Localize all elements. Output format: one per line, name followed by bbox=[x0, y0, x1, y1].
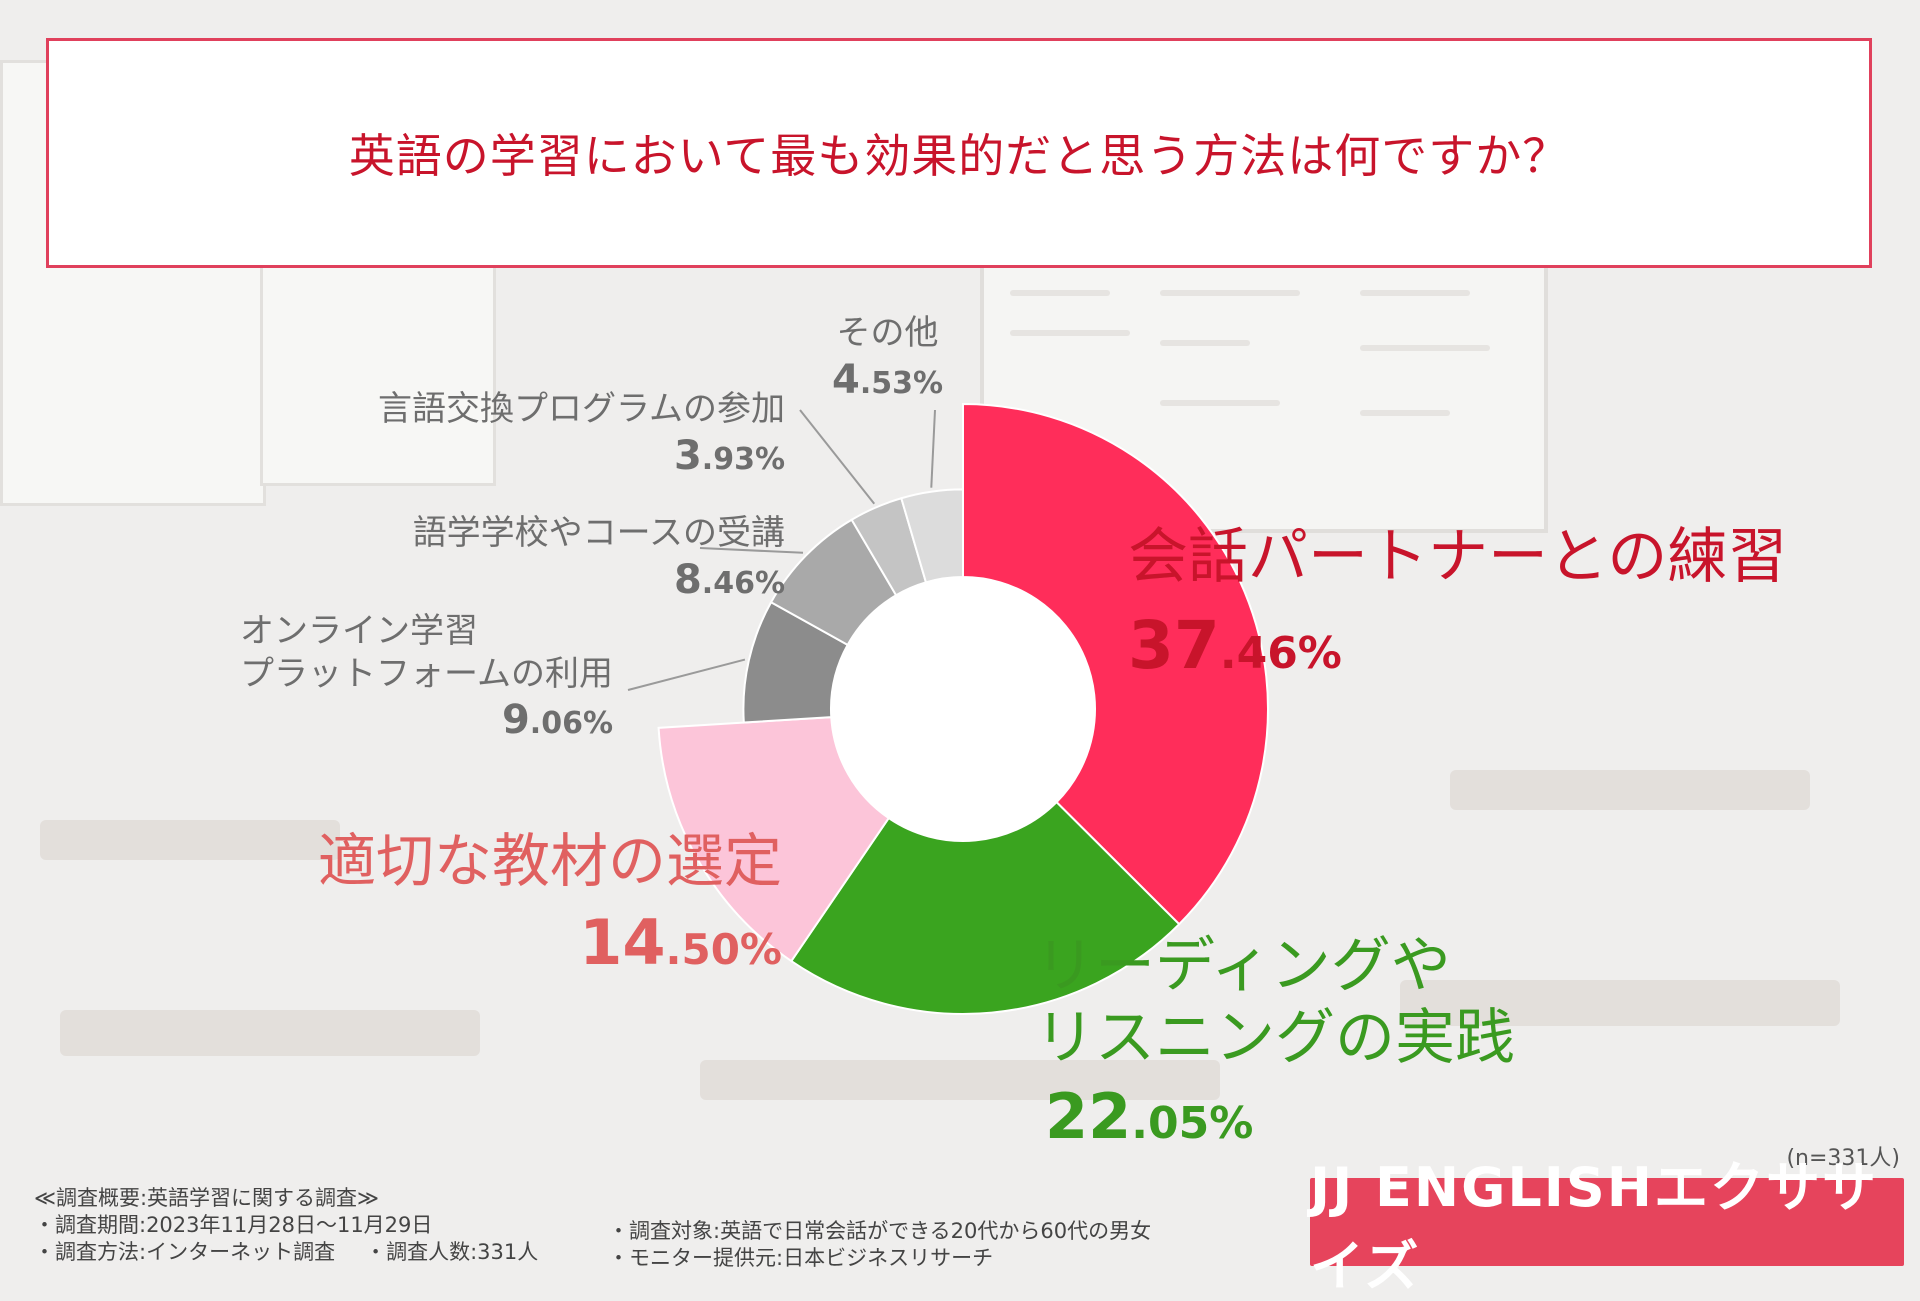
slice-percent-int: 14 bbox=[579, 905, 666, 979]
donut-hole bbox=[831, 577, 1095, 841]
desk bbox=[700, 1060, 1220, 1100]
slice-percent-dec: .05% bbox=[1131, 1098, 1254, 1149]
board-scribble bbox=[1360, 410, 1450, 416]
slice-percent-dec: .50% bbox=[665, 924, 783, 974]
slice-label-line2: プラットフォームの利用 bbox=[240, 653, 613, 694]
slice-percent: 8.46% bbox=[413, 555, 785, 605]
survey-notes-right: ・調査対象:英語で日常会話ができる20代から60代の男女 ・モニター提供元:日本… bbox=[608, 1218, 1151, 1272]
slice-percent: 9.06% bbox=[240, 695, 613, 745]
label-conversation-partner: 会話パートナーとの練習 37.46% bbox=[1128, 520, 1787, 688]
label-other: その他 4.53% bbox=[832, 312, 943, 405]
slice-percent: 14.50% bbox=[318, 904, 782, 982]
label-reading-listening: リーディングや リスニングの実践 22.05% bbox=[1035, 930, 1515, 1154]
slice-percent-dec: .06% bbox=[529, 706, 613, 741]
label-online-platform: オンライン学習 プラットフォームの利用 9.06% bbox=[240, 610, 613, 745]
slice-percent: 37.46% bbox=[1128, 605, 1787, 688]
slice-label-line2: リスニングの実践 bbox=[1035, 1003, 1515, 1073]
question-title: 英語の学習において最も効果的だと思う方法は何ですか？ bbox=[348, 129, 1570, 183]
label-materials: 適切な教材の選定 14.50% bbox=[318, 825, 782, 981]
desk bbox=[1450, 770, 1810, 810]
desk bbox=[40, 820, 340, 860]
board-scribble bbox=[1160, 290, 1300, 296]
slice-label: その他 bbox=[836, 313, 939, 353]
survey-notes: ≪調査概要:英語学習に関する調査≫ ・調査期間:2023年11月28日〜11月2… bbox=[34, 1185, 538, 1266]
slice-percent-dec: .93% bbox=[701, 441, 785, 477]
brand-logo: JJ ENGLISHエクササイズ bbox=[1310, 1156, 1904, 1298]
board-scribble bbox=[1160, 400, 1280, 406]
board-scribble bbox=[1010, 330, 1130, 336]
slice-percent-dec: .46% bbox=[701, 565, 785, 601]
survey-method: ・調査方法:インターネット調査 bbox=[34, 1239, 336, 1264]
slice-percent: 3.93% bbox=[378, 431, 785, 481]
question-title-box: 英語の学習において最も効果的だと思う方法は何ですか？ bbox=[46, 38, 1872, 268]
slice-percent: 22.05% bbox=[1045, 1080, 1515, 1154]
board-scribble bbox=[1160, 340, 1250, 346]
slice-label: 会話パートナーとの練習 bbox=[1128, 522, 1788, 592]
leader-line-6 bbox=[930, 409, 936, 488]
survey-target: ・調査対象:英語で日常会話ができる20代から60代の男女 bbox=[608, 1219, 1152, 1243]
leader-line-3 bbox=[627, 658, 746, 691]
leader-line-5 bbox=[799, 409, 876, 505]
label-language-school: 語学学校やコースの受講 8.46% bbox=[413, 512, 785, 605]
slice-label-line1: リーディングや bbox=[1035, 931, 1451, 1001]
brand-logo-text: JJ ENGLISHエクササイズ bbox=[1310, 1156, 1878, 1298]
slice-percent-dec: .46% bbox=[1219, 628, 1342, 679]
survey-method-row: ・調査方法:インターネット調査 ・調査人数:331人 bbox=[34, 1239, 538, 1266]
survey-period: ・調査期間:2023年11月28日〜11月29日 bbox=[34, 1212, 433, 1237]
slice-label: 言語交換プログラムの参加 bbox=[378, 389, 785, 429]
slice-label-line1: オンライン学習 bbox=[240, 611, 479, 651]
board-scribble bbox=[1360, 345, 1490, 351]
board-scribble bbox=[1010, 290, 1110, 296]
sample-size: (n=331人) bbox=[1786, 1146, 1900, 1171]
slice-percent-int: 22 bbox=[1045, 1080, 1132, 1153]
slice-percent-int: 3 bbox=[673, 432, 702, 479]
slice-percent-dec: .53% bbox=[859, 365, 944, 401]
desk bbox=[1400, 980, 1840, 1026]
slice-percent-int: 8 bbox=[673, 556, 702, 603]
slice-percent-int: 9 bbox=[501, 697, 530, 743]
survey-count: ・調査人数:331人 bbox=[365, 1239, 539, 1264]
label-language-exchange: 言語交換プログラムの参加 3.93% bbox=[378, 388, 785, 481]
leader-line-4 bbox=[699, 547, 804, 554]
desk bbox=[60, 1010, 480, 1056]
slice-percent: 4.53% bbox=[832, 355, 943, 405]
slice-percent-int: 4 bbox=[832, 356, 860, 403]
slice-label: 適切な教材の選定 bbox=[318, 827, 783, 895]
slice-label: 語学学校やコースの受講 bbox=[412, 513, 785, 553]
board-scribble bbox=[1360, 290, 1470, 296]
survey-provider: ・モニター提供元:日本ビジネスリサーチ bbox=[608, 1245, 994, 1270]
slice-percent-int: 37 bbox=[1128, 607, 1220, 684]
survey-heading: ≪調査概要:英語学習に関する調査≫ bbox=[34, 1186, 380, 1210]
